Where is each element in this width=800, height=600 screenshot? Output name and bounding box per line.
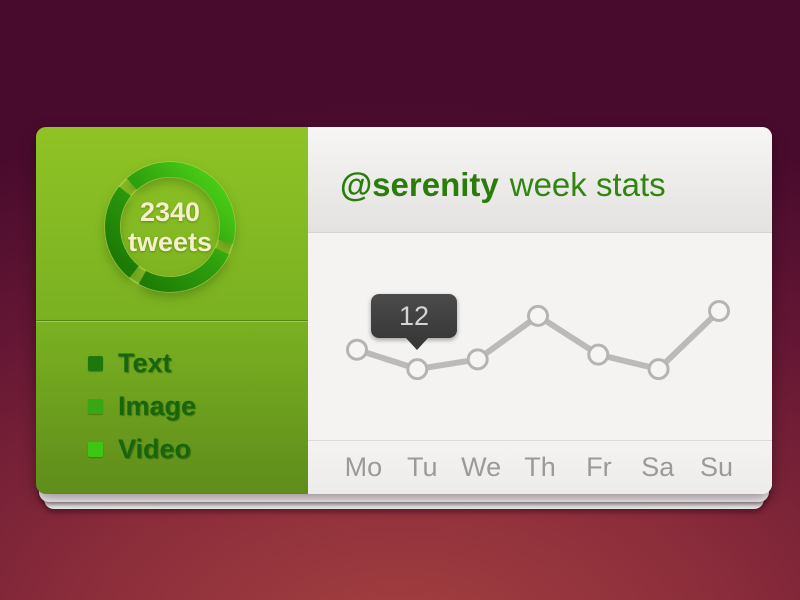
weekday-label: Su xyxy=(700,452,734,482)
tweet-count-unit: tweets xyxy=(127,227,213,257)
content-type-menu: Text Image Video xyxy=(36,322,308,465)
chart-point-th[interactable] xyxy=(527,304,549,327)
chart-point-tu[interactable] xyxy=(406,358,429,381)
chart-point-we[interactable] xyxy=(466,348,489,371)
text-bullet-icon xyxy=(88,356,103,371)
sidebar: 2340 tweets Text Image Video xyxy=(36,127,308,494)
chart-point-sa[interactable] xyxy=(647,358,670,381)
tooltip-value: 12 xyxy=(398,300,430,331)
panel-header: @serenity week stats xyxy=(308,127,772,233)
tweet-counter-block: 2340 tweets xyxy=(36,127,308,320)
stats-panel: @serenity week stats 12 Mo Tu We Th Fr S… xyxy=(308,127,772,494)
weekday-label: Fr xyxy=(586,452,612,482)
weekday-label: Mo xyxy=(344,452,383,482)
video-bullet-icon xyxy=(88,442,103,457)
menu-item-video[interactable]: Video xyxy=(88,434,308,465)
account-handle: @serenity xyxy=(340,165,499,203)
menu-item-label: Text xyxy=(118,348,172,378)
sidebar-divider xyxy=(36,320,308,322)
weekday-label: Th xyxy=(524,452,556,482)
chart-point-fr[interactable] xyxy=(587,343,610,366)
chart-tooltip: 12 xyxy=(371,294,457,350)
image-bullet-icon xyxy=(88,399,103,414)
weekday-label: Tu xyxy=(407,452,438,482)
week-line-chart xyxy=(346,300,730,381)
stats-widget-card: 2340 tweets Text Image Video xyxy=(36,127,772,494)
week-chart-area: 12 xyxy=(308,233,772,440)
weekday-label: Sa xyxy=(641,452,675,482)
menu-item-label: Video xyxy=(118,434,192,464)
menu-item-text[interactable]: Text xyxy=(88,348,308,379)
menu-item-label: Image xyxy=(118,391,197,421)
page-title: week stats xyxy=(509,165,666,203)
tweet-counter: 2340 tweets xyxy=(100,157,240,297)
weekday-axis: Mo Tu We Th Fr Sa Su xyxy=(308,440,772,494)
tweets-progress-ring-icon xyxy=(104,161,236,293)
chart-point-mo[interactable] xyxy=(346,338,368,361)
chart-point-su[interactable] xyxy=(708,300,730,322)
weekday-label: We xyxy=(461,452,502,482)
menu-item-image[interactable]: Image xyxy=(88,391,308,422)
tweet-count-value: 2340 xyxy=(139,197,201,227)
